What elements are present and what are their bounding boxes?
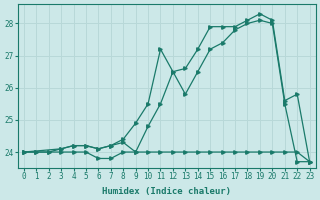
X-axis label: Humidex (Indice chaleur): Humidex (Indice chaleur) — [102, 187, 231, 196]
